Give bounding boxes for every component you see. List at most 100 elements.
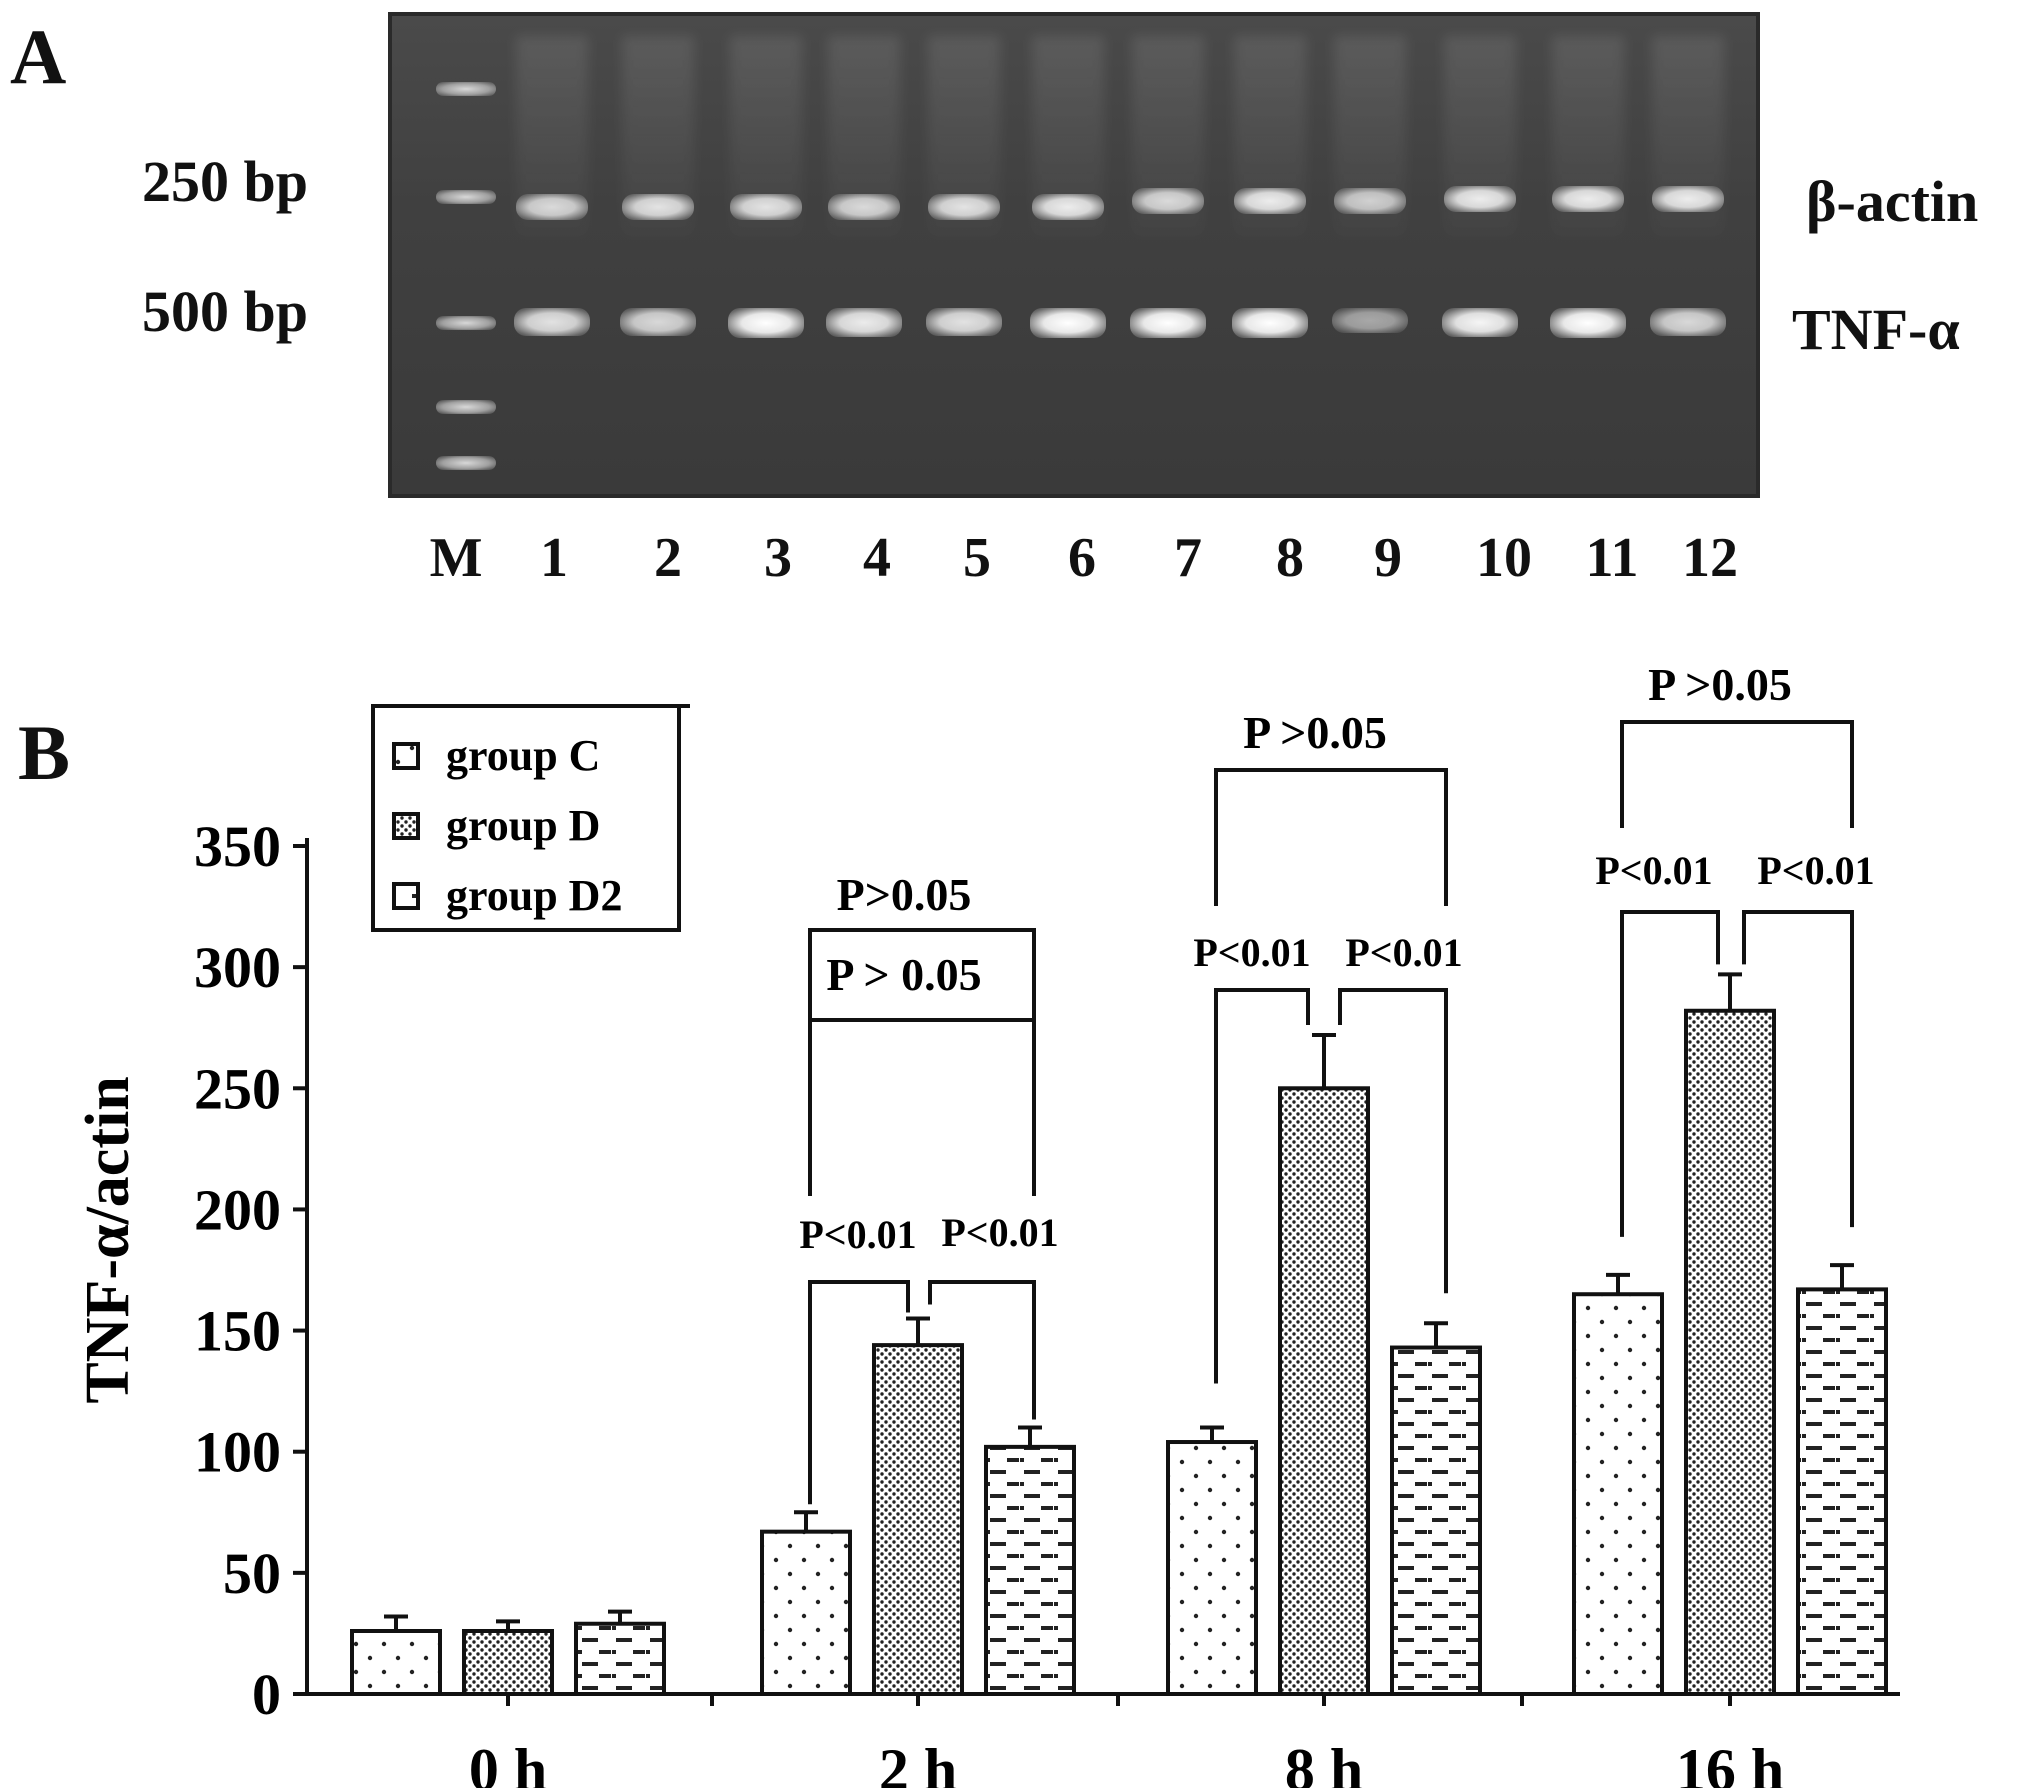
marker-band xyxy=(436,190,496,204)
bar xyxy=(462,1629,554,1697)
lane-label-9: 9 xyxy=(1374,527,1402,589)
tnf-alpha-band xyxy=(1650,308,1726,336)
y-tick-label: 0 xyxy=(252,1662,281,1727)
bar xyxy=(1390,1345,1482,1696)
legend-swatch xyxy=(392,812,420,840)
beta-actin-band xyxy=(730,194,802,220)
sig-8h-dd2-bracket xyxy=(1338,988,1448,1294)
beta-actin-band xyxy=(1652,186,1724,212)
lane-label-5: 5 xyxy=(963,527,991,589)
lane-label-6: 6 xyxy=(1068,527,1096,589)
bar xyxy=(1796,1287,1888,1696)
beta-actin-band xyxy=(1132,188,1204,214)
tnf-alpha-band xyxy=(728,308,804,338)
x-tick-label: 16 h xyxy=(1676,1737,1784,1788)
beta-actin-band xyxy=(1032,194,1104,220)
legend-label: group D xyxy=(446,801,600,850)
sig-8h-cd-bracket xyxy=(1214,988,1310,1384)
panel-a-letter: A xyxy=(10,13,67,100)
marker-label-250bp: 250 bp xyxy=(142,149,309,214)
tnf-alpha-band xyxy=(1232,308,1308,338)
x-tick-label: 2 h xyxy=(879,1737,957,1788)
lane-label-7: 7 xyxy=(1174,527,1202,589)
y-axis-label: TNF-α/actin xyxy=(74,1076,142,1403)
lane-label-2: 2 xyxy=(654,527,682,589)
sig-8h-cd2-label: P >0.05 xyxy=(1243,707,1387,758)
y-tick-label: 200 xyxy=(194,1177,281,1242)
legend-swatch xyxy=(392,882,420,910)
band-label-tnf-alpha: TNF-α xyxy=(1792,297,1960,362)
sig-2h-cd2-outer-bracket xyxy=(808,928,1036,1020)
sig-2h-dd2-label: P<0.01 xyxy=(941,1210,1058,1255)
sig-2h-dd2-bracket xyxy=(928,1280,1036,1420)
bar xyxy=(872,1343,964,1696)
bar xyxy=(574,1621,666,1697)
sig-16h-cd-label: P<0.01 xyxy=(1595,848,1712,893)
tnf-alpha-band xyxy=(1332,308,1408,333)
tnf-alpha-band xyxy=(1130,308,1206,338)
lane-label-10: 10 xyxy=(1476,527,1532,589)
y-tick-label: 350 xyxy=(194,814,281,879)
tnf-alpha-band xyxy=(1030,308,1106,338)
y-tick-label: 150 xyxy=(194,1299,281,1364)
bar xyxy=(1572,1292,1664,1696)
x-tick-label: 8 h xyxy=(1285,1737,1363,1788)
legend-label: group D2 xyxy=(446,871,622,920)
tnf-alpha-band xyxy=(826,308,902,337)
sig-16h-cd2-label: P >0.05 xyxy=(1648,659,1792,710)
sig-16h-dd2-label: P<0.01 xyxy=(1757,848,1874,893)
sig-2h-cd2-outer-label: P>0.05 xyxy=(837,869,972,920)
marker-band xyxy=(436,82,496,96)
gel-image xyxy=(388,12,1760,498)
lane-label-4: 4 xyxy=(863,527,891,589)
sig-2h-cd2-bracket xyxy=(808,1018,1036,1196)
beta-actin-band xyxy=(516,194,588,220)
sig-8h-cd2-bracket xyxy=(1214,768,1448,906)
bar xyxy=(1684,1008,1776,1696)
sig-16h-cd-bracket xyxy=(1620,910,1720,1237)
x-tick-label: 0 h xyxy=(469,1737,547,1788)
band-label-beta-actin: β-actin xyxy=(1806,169,1979,234)
marker-label-500bp: 500 bp xyxy=(142,279,309,344)
beta-actin-band xyxy=(622,194,694,220)
beta-actin-band xyxy=(1234,188,1306,214)
beta-actin-band xyxy=(828,194,900,220)
sig-2h-cd-label: P<0.01 xyxy=(799,1212,916,1257)
beta-actin-band xyxy=(1444,186,1516,212)
tnf-alpha-band xyxy=(514,308,590,337)
beta-actin-band xyxy=(928,194,1000,220)
beta-actin-band xyxy=(1552,186,1624,212)
tnf-alpha-band xyxy=(1442,308,1518,338)
bar xyxy=(1278,1086,1370,1697)
marker-band xyxy=(436,400,496,414)
sig-16h-dd2-bracket xyxy=(1742,910,1854,1228)
y-tick-label: 50 xyxy=(223,1541,281,1606)
lane-label-12: 12 xyxy=(1682,527,1738,589)
bar xyxy=(350,1629,442,1697)
sig-8h-cd-label: P<0.01 xyxy=(1193,930,1310,975)
sig-2h-cd-bracket xyxy=(808,1280,910,1505)
sig-2h-cd2-label: P > 0.05 xyxy=(826,949,981,1000)
tnf-alpha-band xyxy=(1550,308,1626,338)
marker-band xyxy=(436,456,496,470)
lane-label-8: 8 xyxy=(1276,527,1304,589)
lane-label-11: 11 xyxy=(1585,527,1639,589)
sig-8h-dd2-label: P<0.01 xyxy=(1345,930,1462,975)
marker-band xyxy=(436,316,496,330)
bar xyxy=(1166,1440,1258,1696)
panel-b-letter: B xyxy=(18,709,71,796)
legend: group C group D group D2 xyxy=(371,704,690,932)
sig-16h-cd2-bracket xyxy=(1620,720,1854,828)
lane-label-M: M xyxy=(429,527,483,589)
legend-label: group C xyxy=(446,731,600,780)
y-tick-label: 300 xyxy=(194,935,281,1000)
lane-label-3: 3 xyxy=(764,527,792,589)
beta-actin-band xyxy=(1334,188,1406,214)
tnf-alpha-band xyxy=(926,308,1002,337)
lane-label-1: 1 xyxy=(540,527,568,589)
legend-swatch xyxy=(392,742,420,770)
tnf-alpha-band xyxy=(620,308,696,336)
bar xyxy=(984,1444,1076,1696)
y-tick-label: 250 xyxy=(194,1056,281,1121)
